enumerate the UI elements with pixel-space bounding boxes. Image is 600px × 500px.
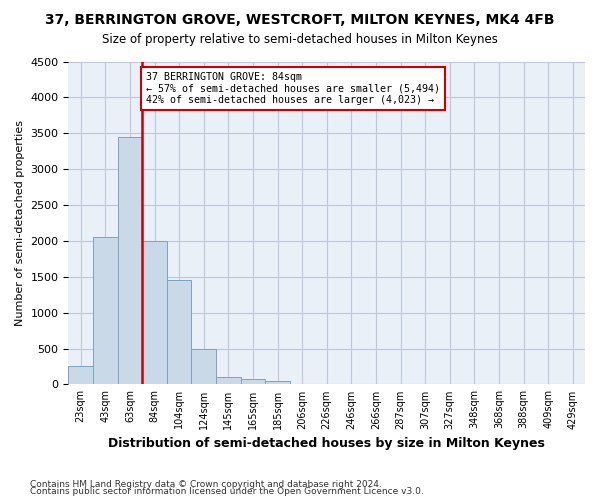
Bar	[142, 241, 167, 384]
Text: Contains HM Land Registry data © Crown copyright and database right 2024.: Contains HM Land Registry data © Crown c…	[30, 480, 382, 489]
X-axis label: Distribution of semi-detached houses by size in Milton Keynes: Distribution of semi-detached houses by …	[108, 437, 545, 450]
Text: 37 BERRINGTON GROVE: 84sqm
← 57% of semi-detached houses are smaller (5,494)
42%: 37 BERRINGTON GROVE: 84sqm ← 57% of semi…	[146, 72, 440, 106]
Bar	[68, 366, 93, 384]
Bar	[216, 378, 241, 384]
Bar	[93, 238, 118, 384]
Y-axis label: Number of semi-detached properties: Number of semi-detached properties	[15, 120, 25, 326]
Text: Size of property relative to semi-detached houses in Milton Keynes: Size of property relative to semi-detach…	[102, 32, 498, 46]
Bar	[265, 381, 290, 384]
Bar	[167, 280, 191, 384]
Text: 37, BERRINGTON GROVE, WESTCROFT, MILTON KEYNES, MK4 4FB: 37, BERRINGTON GROVE, WESTCROFT, MILTON …	[45, 12, 555, 26]
Bar	[241, 379, 265, 384]
Text: Contains public sector information licensed under the Open Government Licence v3: Contains public sector information licen…	[30, 487, 424, 496]
Bar	[118, 137, 142, 384]
Bar	[191, 348, 216, 384]
